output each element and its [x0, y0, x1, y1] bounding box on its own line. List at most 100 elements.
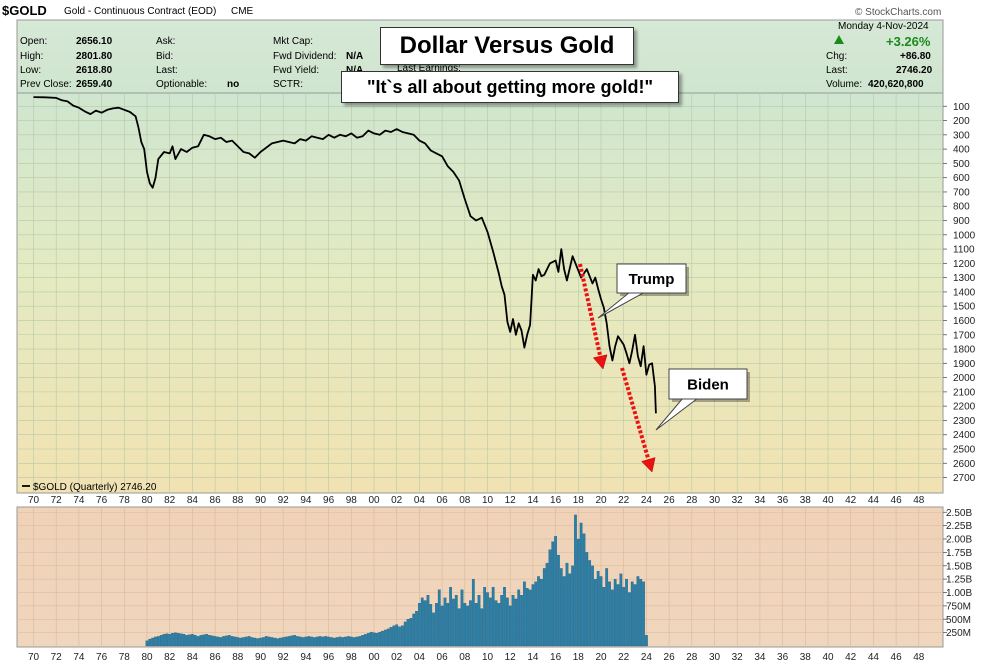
volume-bar [392, 625, 396, 647]
volume-bar [466, 605, 470, 647]
volume-bar [593, 578, 597, 647]
volume-bar [174, 632, 177, 647]
volume-bar [176, 633, 180, 647]
volume-bar [642, 581, 645, 647]
volume-bar [480, 608, 484, 647]
x-tick-label: 26 [664, 652, 676, 663]
x-tick-label: 92 [278, 652, 290, 663]
volume-y-tick-label: 2.25B [946, 521, 972, 532]
volume-bar [383, 629, 387, 647]
x-tick-label: 88 [232, 652, 244, 663]
x-tick-label: 00 [368, 652, 380, 663]
volume-bar [619, 573, 623, 647]
volume-bar [208, 635, 211, 647]
volume-bar [471, 578, 475, 647]
volume-bar [582, 533, 586, 647]
volume-bar [554, 536, 557, 647]
biden-callout: Biden [655, 368, 750, 431]
x-tick-label: 96 [323, 495, 335, 506]
y-tick-label: 400 [953, 145, 970, 156]
y-tick-label: 2300 [953, 416, 976, 427]
y-tick-label: 500 [953, 159, 970, 170]
volume-bar [426, 595, 430, 647]
x-tick-label: 10 [482, 652, 494, 663]
low-value: 2618.80 [76, 65, 113, 76]
volume-bar [386, 628, 390, 647]
x-tick-label: 44 [868, 495, 880, 506]
x-tick-label: 14 [527, 495, 539, 506]
volume-bar [616, 584, 620, 647]
volume-bar [588, 560, 592, 647]
annotation-subtitle: "It`s all about getting more gold!" [341, 71, 679, 103]
volume-bar [630, 581, 634, 647]
volume-bar [307, 636, 311, 647]
pct-change: +3.26% [886, 34, 931, 49]
volume-bar [253, 637, 257, 647]
volume-bar [352, 637, 356, 647]
volume-bar [162, 634, 166, 647]
volume-bar [304, 636, 308, 647]
volume-bar [565, 562, 569, 647]
y-tick-label: 1700 [953, 330, 976, 341]
x-tick-label: 22 [618, 652, 630, 663]
volume-bar [247, 636, 251, 647]
x-tick-label: 16 [550, 495, 562, 506]
volume-bar [222, 636, 225, 647]
x-tick-label: 10 [482, 495, 494, 506]
sctr-label: SCTR: [273, 79, 303, 90]
x-tick-label: 26 [664, 495, 676, 506]
volume-bar [469, 600, 472, 647]
volume-bar [298, 636, 302, 647]
volume-bar [537, 576, 540, 647]
volume-bar [406, 619, 410, 647]
volume-bar [415, 611, 418, 647]
volume-bar [344, 636, 348, 647]
volume-bar [355, 636, 359, 647]
high-label: High: [20, 51, 44, 62]
volume-bar [338, 636, 342, 647]
volume-bar [531, 584, 535, 647]
volume-y-tick-label: 1.25B [946, 575, 972, 586]
legend-label: $GOLD (Quarterly) 2746.20 [33, 482, 157, 493]
x-tick-label: 18 [573, 495, 585, 506]
price-panel [16, 92, 944, 494]
x-tick-label: 34 [754, 652, 766, 663]
volume-bar [230, 636, 234, 647]
volume-y-tick-label: 500M [946, 615, 971, 626]
volume-bar [520, 595, 523, 647]
fwd-yield-label: Fwd Yield: [273, 65, 320, 76]
volume-bar [596, 570, 600, 647]
x-tick-label: 36 [777, 652, 789, 663]
trump-callout: Trump [597, 263, 689, 319]
volume-bar [324, 636, 328, 647]
prev-close-label: Prev Close: [20, 79, 72, 90]
volume-bar [625, 578, 628, 647]
volume-bar [156, 636, 160, 647]
x-tick-label: 08 [459, 495, 471, 506]
volume-bar [250, 637, 254, 647]
volume-bar [435, 603, 438, 647]
x-tick-label: 80 [141, 495, 153, 506]
y-tick-label: 1800 [953, 345, 976, 356]
x-tick-label: 88 [232, 495, 244, 506]
volume-bar [381, 630, 384, 647]
x-tick-label: 46 [891, 495, 903, 506]
volume-bar [296, 636, 299, 647]
mkt-cap-label: Mkt Cap: [273, 36, 314, 47]
volume-bar [236, 637, 240, 647]
fwd-yield-value: N/A [346, 65, 363, 76]
exchange: CME [231, 6, 254, 17]
x-tick-label: 94 [300, 495, 312, 506]
x-tick-label: 16 [550, 652, 562, 663]
x-tick-label: 86 [210, 652, 222, 663]
volume-bar [310, 636, 313, 647]
volume-bar [486, 592, 489, 647]
volume-bar [358, 636, 362, 647]
volume-bar [395, 624, 399, 647]
x-tick-label: 42 [845, 495, 857, 506]
volume-bar [330, 637, 333, 647]
volume-bar [270, 637, 274, 647]
y-tick-label: 1900 [953, 359, 976, 370]
x-tick-label: 38 [800, 652, 812, 663]
volume-bar [193, 635, 197, 647]
